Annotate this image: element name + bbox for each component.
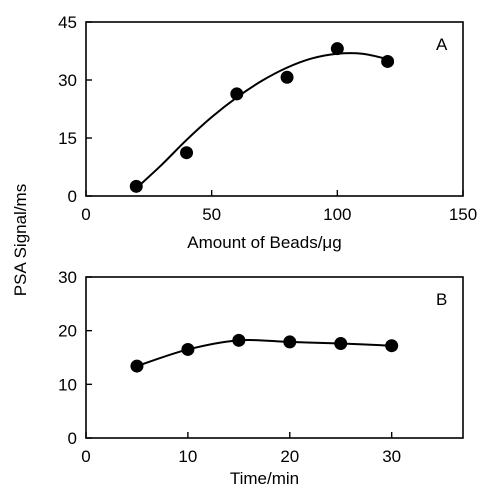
data-point-a-0: [129, 179, 143, 193]
data-point-b-5: [385, 339, 399, 353]
data-point-a-5: [381, 54, 395, 68]
data-point-b-4: [334, 337, 348, 351]
panel-label-a: A: [436, 35, 448, 54]
data-point-b-3: [283, 335, 297, 349]
data-point-b-0: [130, 359, 144, 373]
x-tick-label-b-2: 20: [280, 447, 299, 466]
data-point-a-1: [180, 146, 194, 160]
y-tick-label-b-3: 30: [58, 268, 77, 287]
x-tick-label-a-1: 50: [202, 205, 221, 224]
plot-frame-b: [85, 276, 464, 439]
data-point-a-4: [330, 42, 344, 56]
panel-label-b: B: [436, 290, 447, 309]
x-tick-label-a-2: 100: [323, 205, 351, 224]
y-tick-label-a-1: 15: [58, 129, 77, 148]
x-tick-label-a-3: 150: [449, 205, 477, 224]
panel-a: 0 50 100 150 0 15 30 45 A Amount of Beads/μg: [58, 13, 477, 252]
fit-curve-a: [135, 52, 388, 190]
x-tick-label-b-1: 10: [178, 447, 197, 466]
x-axis-title-a: Amount of Beads/μg: [187, 233, 341, 252]
shared-y-axis-title: PSA Signal/ms: [11, 184, 30, 296]
y-tick-label-a-3: 45: [58, 13, 77, 32]
x-tick-label-b-0: 0: [81, 447, 90, 466]
data-point-a-2: [230, 87, 244, 101]
y-tick-label-b-1: 10: [58, 375, 77, 394]
series-line-b: [136, 338, 392, 368]
y-tick-label-b-0: 0: [68, 429, 77, 448]
y-tick-label-b-2: 20: [58, 322, 77, 341]
data-point-b-1: [181, 342, 195, 356]
panel-b: 0 10 20 30 0 10 20 30 B Time/min: [58, 268, 464, 488]
x-tick-label-a-0: 0: [81, 205, 90, 224]
y-tick-label-a-2: 30: [58, 71, 77, 90]
plot-frame-a: [85, 21, 464, 197]
data-point-b-2: [232, 333, 246, 347]
y-tick-label-a-0: 0: [68, 187, 77, 206]
data-point-a-3: [280, 70, 294, 84]
x-axis-title-b: Time/min: [230, 469, 299, 488]
x-tick-label-b-3: 30: [382, 447, 401, 466]
